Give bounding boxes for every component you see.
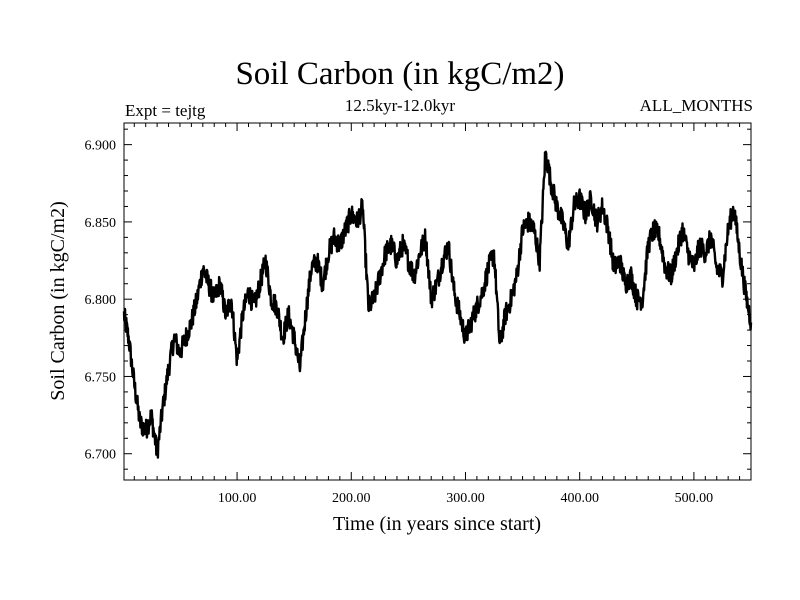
plot-frame xyxy=(123,122,752,481)
y-tick-label: 6.900 xyxy=(85,139,117,154)
x-tick-label: 500.00 xyxy=(675,491,714,506)
y-tick-label: 6.750 xyxy=(85,370,117,385)
months-label: ALL_MONTHS xyxy=(639,96,753,115)
x-axis-label: Time (in years since start) xyxy=(333,513,541,535)
y-tick-label: 6.800 xyxy=(85,293,117,308)
x-tick-label: 300.00 xyxy=(446,491,485,506)
experiment-label: Expt = tejtg xyxy=(125,101,206,120)
x-tick-label: 200.00 xyxy=(332,491,371,506)
y-tick-label: 6.850 xyxy=(85,216,117,231)
x-tick-label: 400.00 xyxy=(560,491,599,506)
y-tick-label: 6.700 xyxy=(85,448,117,463)
y-axis-label: Soil Carbon (in kgC/m2) xyxy=(47,201,69,400)
axis-ticks xyxy=(124,123,752,480)
axis-tick-labels: 100.00 200.00 300.00 400.00 500.00 6.700 6.750… xyxy=(85,139,714,506)
series-line-soil-carbon xyxy=(122,150,753,459)
x-tick-label: 100.00 xyxy=(218,491,257,506)
chart-subtitle: 12.5kyr-12.0kyr xyxy=(344,96,456,115)
chart-title: Soil Carbon (in kgC/m2) xyxy=(235,56,565,92)
